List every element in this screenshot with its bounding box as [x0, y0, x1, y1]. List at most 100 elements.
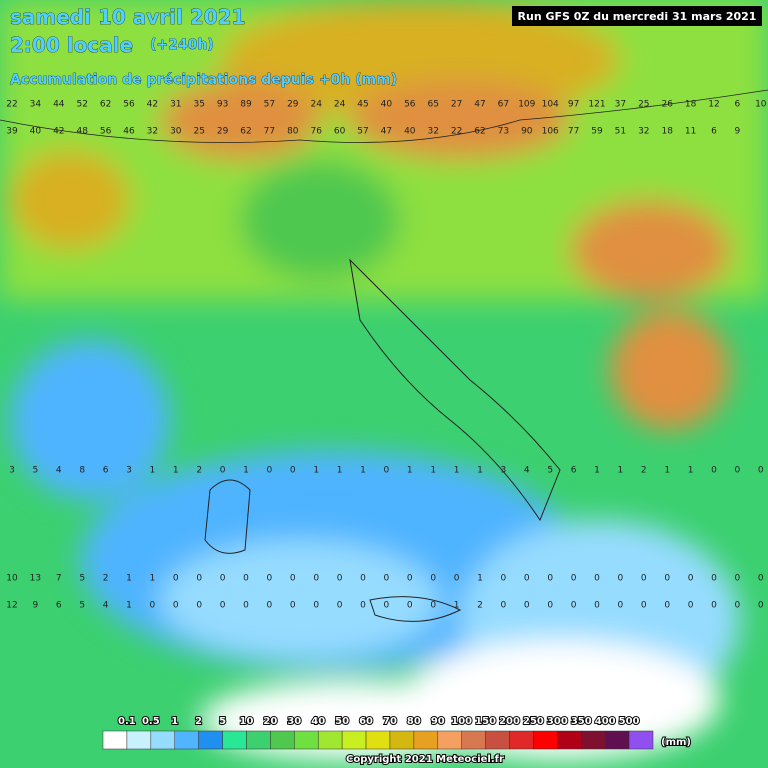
grid-value: 0 [501, 574, 507, 584]
grid-value: 0 [243, 574, 249, 584]
grid-value: 56 [100, 127, 112, 137]
legend-label: 150 [475, 716, 496, 727]
grid-value: 0 [267, 466, 273, 476]
grid-row: 3 5 4 8 6 3 1 1 2 0 1 0 0 1 1 1 0 1 1 1 1 3 4 5 6 1 1 2 1 1 0 0 0 [9, 466, 764, 476]
grid-value: 0 [758, 574, 764, 584]
legend-label: 10 [240, 716, 254, 727]
grid-value: 0 [220, 466, 226, 476]
grid-value: 29 [217, 127, 229, 137]
legend-swatch [581, 730, 606, 750]
grid-value: 0 [360, 601, 366, 611]
grid-value: 24 [310, 100, 322, 110]
legend-label: 70 [383, 716, 397, 727]
legend-swatch [485, 730, 510, 750]
grid-value: 0 [501, 601, 507, 611]
grid-value: 4 [56, 466, 62, 476]
legend-swatch [150, 730, 175, 750]
grid-value: 5 [79, 601, 85, 611]
grid-value: 56 [404, 100, 416, 110]
legend-unit: (mm) [661, 737, 691, 748]
grid-value: 10 [6, 574, 18, 584]
grid-value: 1 [360, 466, 366, 476]
grid-value: 1 [126, 601, 132, 611]
legend-label: 1 [171, 716, 178, 727]
legend-swatch [365, 730, 391, 750]
grid-value: 12 [708, 100, 719, 110]
grid-value: 0 [711, 574, 717, 584]
grid-row: 10 13 7 5 2 1 1 0 0 0 0 0 0 0 0 0 0 0 0 0 1 0 0 0 0 0 0 0 0 0 0 0 0 [6, 574, 764, 584]
grid-value: 121 [588, 100, 605, 110]
legend-swatch [174, 730, 199, 750]
grid-value: 11 [685, 127, 696, 137]
grid-value: 0 [267, 574, 273, 584]
grid-value: 0 [618, 574, 624, 584]
grid-value: 42 [53, 127, 64, 137]
grid-value: 1 [454, 601, 460, 611]
legend-label: 60 [359, 716, 373, 727]
legend-swatch [509, 730, 534, 750]
lead-time: (+240h) [150, 37, 214, 53]
grid-value: 10 [755, 100, 767, 110]
legend-swatch [317, 730, 343, 750]
grid-value: 77 [264, 127, 275, 137]
grid-value: 65 [427, 100, 438, 110]
grid-row: 22 34 44 52 62 56 42 31 35 93 89 57 29 24 24 45 40 56 65 27… [6, 100, 767, 110]
grid-value: 1 [173, 466, 179, 476]
grid-value: 7 [56, 574, 62, 584]
copyright: Copyright 2021 Meteociel.fr [346, 754, 504, 765]
grid-value: 0 [384, 466, 390, 476]
subtitle: Accumulation de précipitations depuis +0… [10, 72, 397, 88]
grid-value: 2 [477, 601, 483, 611]
legend-swatch [270, 730, 295, 750]
legend-label: 200 [499, 716, 520, 727]
grid-value: 1 [337, 466, 343, 476]
legend-label: 5 [219, 716, 226, 727]
grid-value: 40 [30, 127, 42, 137]
grid-value: 0 [337, 601, 343, 611]
grid-value: 76 [310, 127, 322, 137]
date: samedi 10 avril 2021 [10, 5, 245, 29]
legend-label: 0.5 [142, 716, 160, 727]
grid-value: 0 [196, 601, 202, 611]
grid-value: 0 [524, 601, 530, 611]
grid-value: 2 [196, 466, 202, 476]
grid-value: 1 [477, 466, 483, 476]
grid-value: 0 [688, 601, 694, 611]
grid-value: 0 [313, 601, 319, 611]
grid-value: 1 [454, 466, 460, 476]
grid-value: 57 [264, 100, 275, 110]
grid-value: 3 [126, 466, 132, 476]
run-box [512, 6, 762, 26]
grid-value: 0 [594, 574, 600, 584]
grid-value: 45 [357, 100, 368, 110]
grid-value: 6 [571, 466, 577, 476]
grid-value: 18 [661, 127, 673, 137]
grid-value: 6 [56, 601, 62, 611]
legend-swatch [557, 730, 582, 750]
grid-value: 6 [103, 466, 109, 476]
grid-value: 0 [547, 601, 553, 611]
grid-value: 106 [542, 127, 559, 137]
grid-value: 42 [147, 100, 158, 110]
legend-swatch [461, 730, 486, 750]
grid-value: 0 [360, 574, 366, 584]
grid-value: 0 [384, 601, 390, 611]
grid-value: 51 [615, 127, 626, 137]
grid-value: 1 [150, 466, 156, 476]
grid-value: 1 [150, 574, 156, 584]
legend-label: 100 [451, 716, 472, 727]
value-grid: 22 34 44 52 62 56 42 31 35 93 89 57 29 24 24 45 40 56 65 27… [6, 100, 767, 611]
grid-value: 1 [243, 466, 249, 476]
grid-value: 97 [568, 100, 579, 110]
legend-label: 2 [195, 716, 202, 727]
grid-value: 59 [591, 127, 603, 137]
grid-value: 90 [521, 127, 533, 137]
grid-row: 39 40 42 48 56 46 32 30 25 29 62 77 80 76 60 57 47 40 32 22… [6, 127, 740, 137]
legend-swatch [222, 730, 247, 750]
grid-value: 3 [9, 466, 15, 476]
grid-value: 0 [173, 574, 179, 584]
grid-value: 0 [337, 574, 343, 584]
grid-value: 62 [100, 100, 111, 110]
legend-swatch [198, 730, 223, 750]
